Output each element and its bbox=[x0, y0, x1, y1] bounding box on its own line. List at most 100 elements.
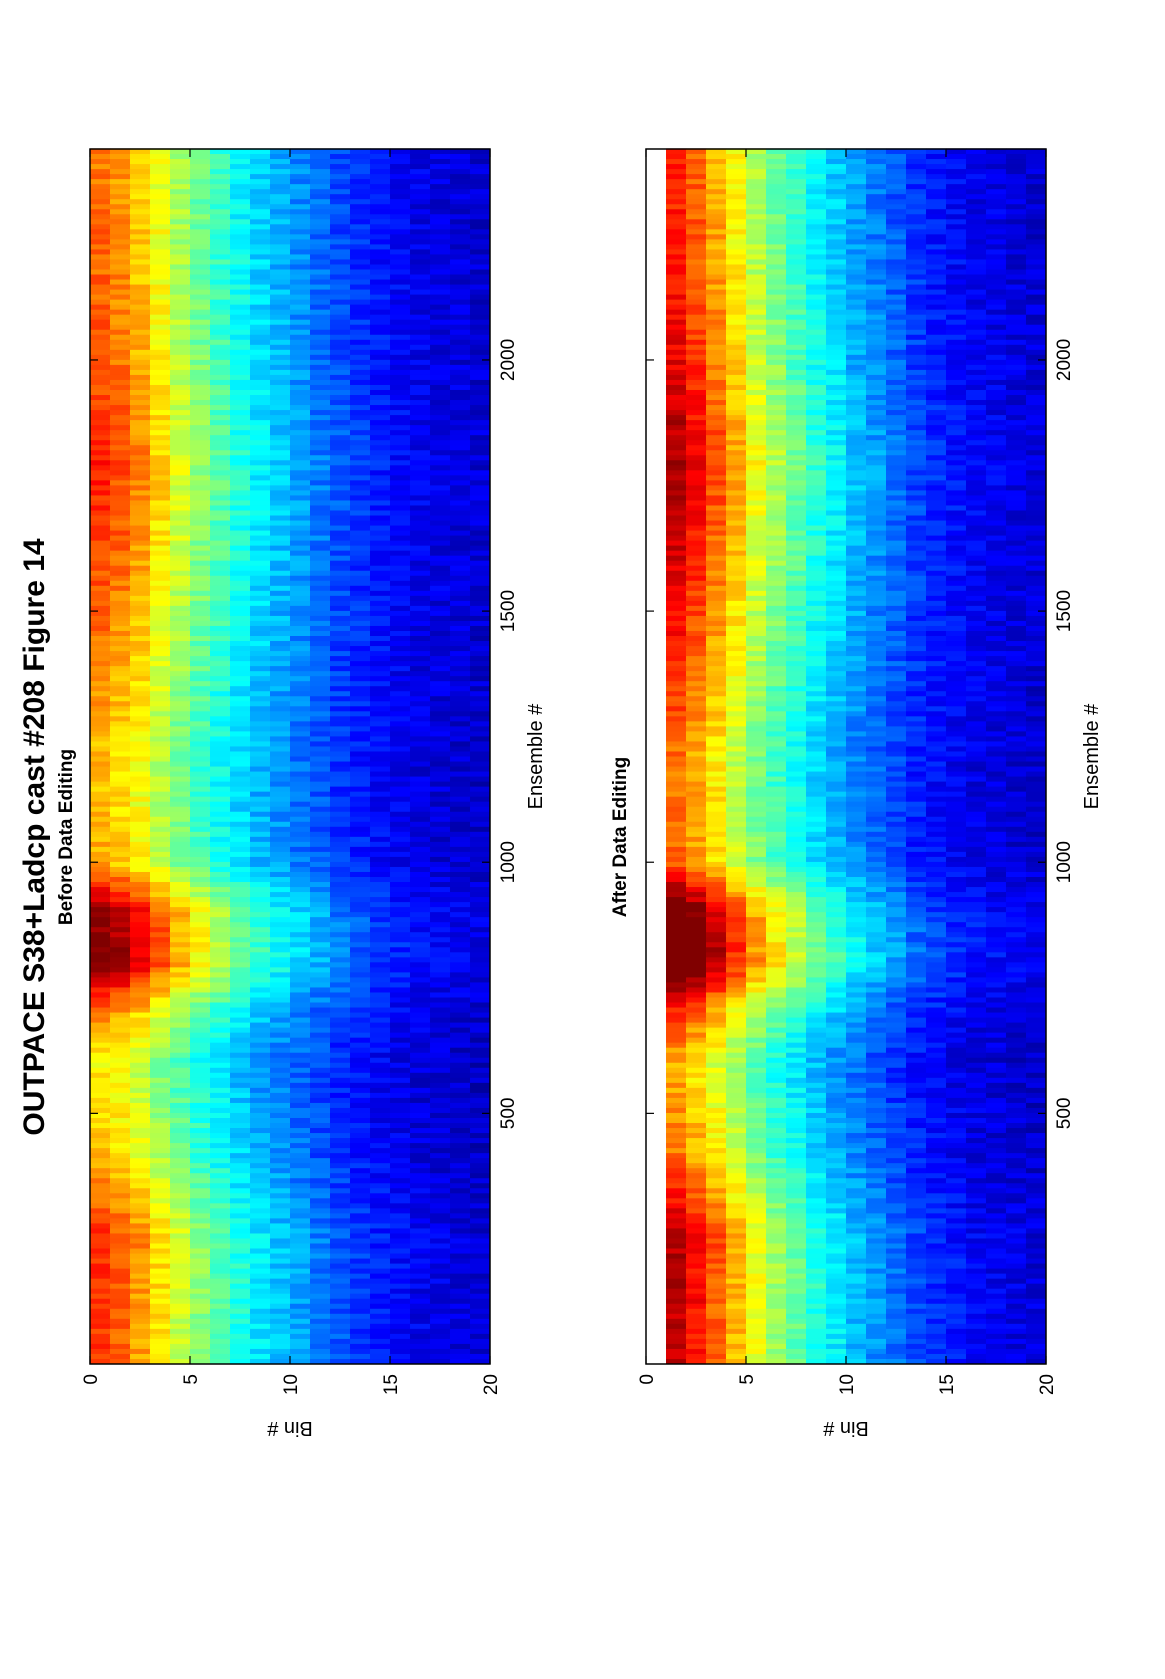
heat-cell bbox=[270, 1257, 291, 1264]
heat-cell bbox=[170, 710, 191, 717]
heat-cell bbox=[210, 735, 231, 742]
heat-cell bbox=[410, 359, 431, 365]
heat-cell bbox=[110, 459, 131, 466]
heat-cell bbox=[170, 499, 191, 506]
heat-cell bbox=[450, 851, 471, 857]
heat-cell bbox=[350, 680, 371, 687]
heat-cell bbox=[250, 1067, 271, 1073]
heat-cell bbox=[130, 1217, 151, 1224]
heat-cell bbox=[310, 223, 331, 230]
heat-cell bbox=[450, 740, 471, 747]
heat-cell bbox=[410, 831, 431, 837]
heat-cell bbox=[150, 278, 171, 285]
heat-cell bbox=[310, 243, 331, 250]
heat-cell bbox=[190, 188, 211, 195]
heat-cell bbox=[666, 891, 687, 898]
heat-cell bbox=[450, 1112, 471, 1118]
heat-cell bbox=[450, 745, 471, 752]
heat-cell bbox=[270, 1232, 291, 1239]
heat-cell bbox=[110, 173, 131, 180]
heat-cell bbox=[370, 1353, 391, 1359]
heat-cell bbox=[330, 645, 351, 652]
heat-cell bbox=[470, 534, 491, 541]
heat-cell bbox=[370, 585, 391, 591]
heat-cell bbox=[330, 956, 351, 963]
heat-cell bbox=[190, 720, 211, 727]
heat-cell bbox=[470, 1237, 491, 1244]
heat-cell bbox=[170, 1107, 191, 1113]
heat-cell bbox=[290, 1323, 311, 1329]
heat-cell bbox=[666, 881, 687, 888]
heat-cell bbox=[470, 258, 491, 265]
heat-cell bbox=[470, 570, 491, 576]
heat-cell bbox=[666, 981, 687, 988]
heat-cell bbox=[370, 791, 391, 797]
heat-cell bbox=[290, 1308, 311, 1314]
heat-cell bbox=[470, 1217, 491, 1224]
heat-cell bbox=[210, 745, 231, 752]
heat-cell bbox=[310, 273, 331, 280]
heat-cell bbox=[330, 750, 351, 757]
heat-cell bbox=[370, 309, 391, 315]
heat-cell bbox=[110, 1157, 131, 1164]
heat-cell bbox=[350, 464, 371, 471]
heat-cell bbox=[350, 926, 371, 933]
heat-cell bbox=[390, 223, 411, 230]
heat-cell bbox=[190, 439, 211, 446]
heat-cell bbox=[450, 399, 471, 406]
heat-cell bbox=[230, 1353, 251, 1359]
heat-cell bbox=[270, 534, 291, 541]
heat-cell bbox=[470, 986, 491, 993]
heat-cell bbox=[210, 1157, 231, 1164]
heat-cell bbox=[230, 319, 251, 325]
heat-cell bbox=[130, 1127, 151, 1134]
heat-cell bbox=[110, 233, 131, 240]
heat-cell bbox=[230, 851, 251, 857]
heat-cell bbox=[310, 881, 331, 888]
heat-cell bbox=[210, 1112, 231, 1118]
heat-cell bbox=[230, 1323, 251, 1329]
y-tick-label: 10 bbox=[281, 1374, 302, 1395]
heat-cell bbox=[130, 1222, 151, 1229]
heat-cell bbox=[470, 791, 491, 797]
heat-cell bbox=[350, 394, 371, 401]
heat-cell bbox=[370, 690, 391, 697]
heat-cell bbox=[130, 660, 151, 667]
heat-cell bbox=[430, 826, 451, 832]
heat-cell bbox=[390, 695, 411, 702]
heat-cell bbox=[210, 1207, 231, 1214]
heat-cell bbox=[190, 595, 211, 601]
heat-cell bbox=[250, 590, 271, 596]
heat-cell bbox=[130, 1187, 151, 1194]
heat-cell bbox=[130, 921, 151, 928]
heat-cell bbox=[666, 1057, 687, 1063]
heat-cell bbox=[130, 238, 151, 245]
heat-cell bbox=[330, 585, 351, 591]
heat-cell bbox=[370, 419, 391, 426]
heat-cell bbox=[270, 1122, 291, 1129]
heat-cell bbox=[210, 615, 231, 621]
heat-cell bbox=[150, 986, 171, 993]
heat-cell bbox=[90, 198, 111, 205]
heat-cell bbox=[150, 1222, 171, 1229]
heat-cell bbox=[90, 489, 111, 496]
heat-cell bbox=[250, 951, 271, 958]
heat-cell bbox=[390, 449, 411, 456]
heat-cell bbox=[210, 931, 231, 938]
heat-cell bbox=[270, 364, 291, 370]
heat-cell bbox=[470, 1001, 491, 1008]
heat-cell bbox=[330, 775, 351, 782]
heat-cell bbox=[390, 499, 411, 506]
heat-cell bbox=[430, 911, 451, 918]
heat-cell bbox=[470, 801, 491, 807]
heat-cell bbox=[270, 464, 291, 471]
heat-cell bbox=[90, 846, 111, 852]
heat-cell bbox=[90, 329, 111, 335]
heat-cell bbox=[430, 188, 451, 195]
heat-cell bbox=[190, 896, 211, 903]
heat-cell bbox=[290, 1162, 311, 1169]
heat-cell bbox=[310, 1283, 331, 1289]
heat-cell bbox=[470, 489, 491, 496]
heat-cell bbox=[170, 1137, 191, 1144]
heat-cell bbox=[270, 1333, 291, 1339]
